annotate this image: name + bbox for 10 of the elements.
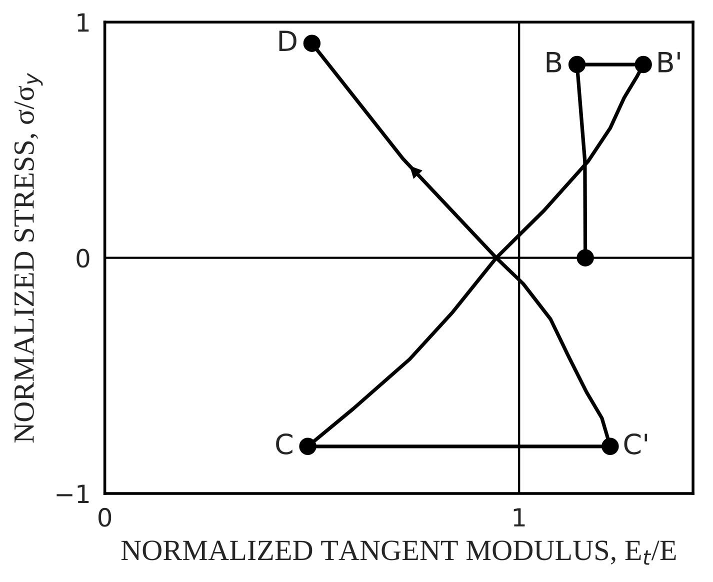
y-tick-label: 0	[76, 248, 90, 268]
annotation: D	[279, 30, 296, 51]
annotation: B	[546, 52, 562, 72]
annotation: C'	[624, 433, 648, 454]
x-axis-title: NORMALIZED TANGENT MODULUS, E$_{t}$/E	[121, 540, 676, 565]
y-tick-label: 1	[78, 13, 89, 32]
annotation: C	[276, 433, 292, 454]
annotation: B'	[658, 52, 680, 72]
y-tick-label: −1	[56, 484, 89, 504]
y-axis-title: NORMALIZED STRESS, σ/σ$_{y}$	[14, 72, 43, 443]
